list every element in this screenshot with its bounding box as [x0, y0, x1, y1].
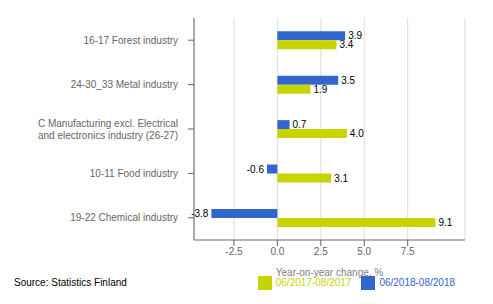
- svg-text:0.0: 0.0: [270, 246, 284, 257]
- svg-text:10-11 Food industry: 10-11 Food industry: [90, 168, 178, 179]
- html-text:06/2017-08/2017: 06/2017-08/2017: [275, 276, 352, 288]
- svg-text:7.5: 7.5: [401, 246, 415, 257]
- svg-text:Year-on-year change, %: Year-on-year change, %: [276, 267, 384, 278]
- svg-text:3.9: 3.9: [348, 30, 362, 42]
- svg-text:-3.8: -3.8: [191, 208, 209, 219]
- svg-text:1.9: 1.9: [313, 84, 327, 95]
- svg-text:3.5: 3.5: [341, 75, 355, 86]
- svg-text:3.1: 3.1: [334, 173, 348, 184]
- svg-text:3.4: 3.4: [339, 39, 353, 50]
- svg-text:9.1: 9.1: [438, 217, 452, 228]
- svg-text:-0.6: -0.6: [247, 164, 265, 175]
- svg-text:2.5: 2.5: [314, 246, 328, 257]
- svg-text:16-17 Forest industry: 16-17 Forest industry: [84, 35, 179, 46]
- svg-text:19-22 Chemical industry: 19-22 Chemical industry: [70, 212, 178, 223]
- html-text:Source: Statistics Finland: Source: Statistics Finland: [14, 277, 127, 288]
- svg-text:5.0: 5.0: [357, 246, 371, 257]
- svg-text:-2.5: -2.5: [225, 246, 243, 257]
- svg-text:0.7: 0.7: [293, 119, 307, 130]
- svg-text:24-30_33 Metal industry: 24-30_33 Metal industry: [71, 79, 178, 90]
- svg-text:C Manufacturing excl. Electric: C Manufacturing excl. Electricaland elec…: [38, 118, 178, 141]
- html-text:06/2018-08/2018: 06/2018-08/2018: [379, 276, 455, 288]
- svg-text:4.0: 4.0: [350, 128, 364, 139]
